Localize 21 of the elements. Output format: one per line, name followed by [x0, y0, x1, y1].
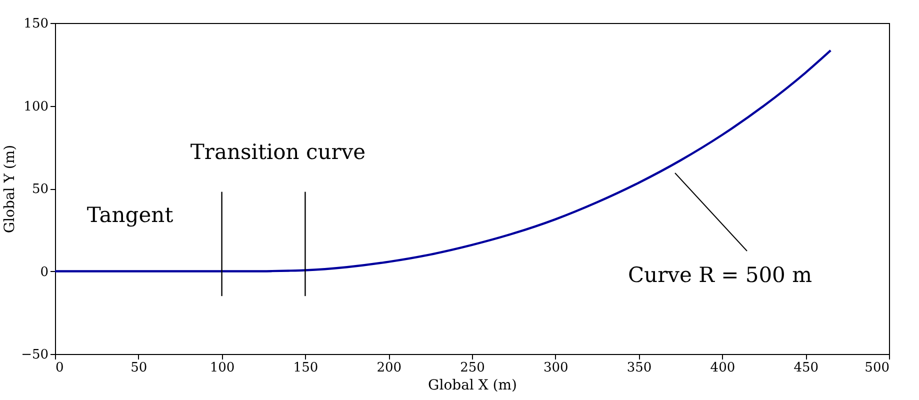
annotation: Curve R = 500 m — [628, 263, 812, 287]
y-tick-label: 50 — [32, 182, 48, 197]
y-tick-label: 150 — [24, 16, 48, 32]
y-axis-title: Global Y (m) — [2, 144, 18, 234]
y-tick-label: 100 — [24, 99, 48, 114]
x-tick-label: 0 — [56, 360, 64, 376]
x-tick-label: 450 — [794, 360, 819, 376]
x-tick-label: 200 — [376, 360, 402, 376]
x-tick-label: 300 — [543, 360, 568, 376]
x-tick-label: 250 — [460, 360, 485, 376]
x-tick-label: 350 — [626, 360, 652, 376]
annotation: Tangent — [86, 203, 174, 227]
x-axis-title: Global X (m) — [428, 378, 517, 394]
annotation: Transition curve — [190, 140, 366, 164]
x-tick-label: 100 — [210, 360, 235, 376]
x-tick-label: 500 — [864, 360, 890, 376]
y-tick-label: −50 — [21, 348, 48, 362]
x-tick-label: 400 — [710, 360, 736, 376]
x-tick-label: 150 — [293, 360, 318, 376]
y-tick-label: 0 — [40, 264, 48, 280]
x-tick-label: 50 — [130, 360, 148, 376]
